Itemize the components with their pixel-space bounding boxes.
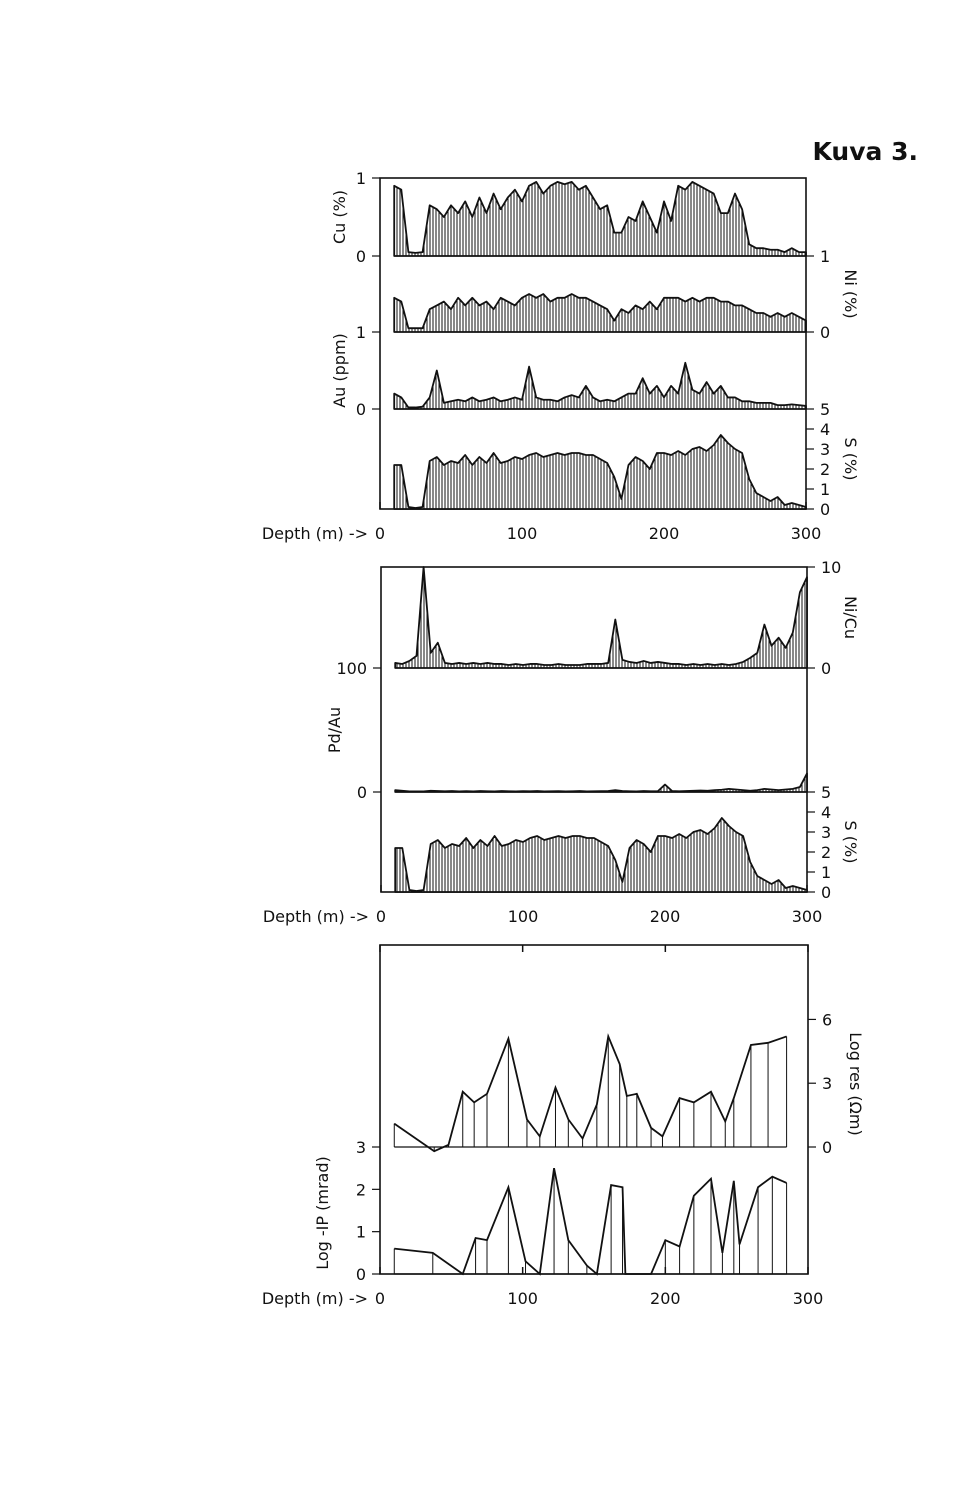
y-tick-label: 5 — [821, 783, 831, 802]
y-tick-label: 1 — [356, 169, 366, 188]
x-tick-label: 200 — [650, 907, 681, 926]
y-tick-label: 0 — [820, 500, 830, 519]
x-axis-label: Depth (m) -> — [262, 524, 368, 543]
y-tick-label: 4 — [820, 420, 830, 439]
x-tick-label: 300 — [793, 1289, 824, 1308]
profile-line — [394, 1167, 787, 1276]
y-tick-label: 6 — [822, 1010, 832, 1029]
y-axis-label: Au (ppm) — [330, 333, 349, 408]
y-axis-label: Log -IP (mrad) — [313, 1156, 332, 1270]
y-tick-label: 3 — [822, 1074, 832, 1093]
y-tick-label: 10 — [821, 558, 841, 577]
y-tick-label: 0 — [356, 400, 366, 419]
profile-line — [393, 1033, 787, 1153]
y-tick-label: 0 — [356, 1265, 366, 1284]
y-tick-label: 2 — [821, 843, 831, 862]
x-tick-label: 100 — [507, 524, 538, 543]
y-tick-label: 1 — [821, 863, 831, 882]
area — [393, 361, 807, 410]
y-tick-label: 2 — [356, 1180, 366, 1199]
y-axis-label: Cu (%) — [330, 190, 349, 244]
y-tick-label: 1 — [356, 323, 366, 342]
y-axis-label: S (%) — [841, 438, 860, 481]
area — [393, 181, 807, 257]
x-tick-label: 100 — [508, 907, 539, 926]
y-tick-label: 0 — [357, 783, 367, 802]
area — [393, 434, 807, 510]
x-tick-label: 300 — [791, 524, 822, 543]
y-axis-label: Log res (Ωm) — [846, 1032, 865, 1135]
y-tick-label: 3 — [820, 440, 830, 459]
y-tick-label: 0 — [822, 1138, 832, 1157]
x-tick-label: 200 — [650, 1289, 681, 1308]
x-tick-label: 0 — [375, 524, 385, 543]
y-tick-label: 1 — [820, 247, 830, 266]
y-tick-label: 0 — [820, 323, 830, 342]
area — [394, 772, 808, 793]
area — [394, 817, 808, 893]
x-axis-label: Depth (m) -> — [262, 1289, 368, 1308]
y-axis-label: Pd/Au — [325, 707, 344, 753]
y-tick-label: 1 — [356, 1223, 366, 1242]
x-tick-label: 200 — [649, 524, 680, 543]
y-tick-label: 5 — [820, 400, 830, 419]
y-tick-label: 0 — [356, 247, 366, 266]
y-tick-label: 0 — [821, 659, 831, 678]
y-tick-label: 3 — [356, 1138, 366, 1157]
x-tick-label: 0 — [376, 907, 386, 926]
y-tick-label: 100 — [336, 659, 367, 678]
area — [393, 293, 807, 333]
y-axis-label: Ni (%) — [841, 269, 860, 318]
x-axis-label: Depth (m) -> — [263, 907, 369, 926]
x-tick-label: 0 — [375, 1289, 385, 1308]
y-tick-label: 4 — [821, 803, 831, 822]
y-tick-label: 0 — [821, 883, 831, 902]
figure-title: Kuva 3. — [813, 137, 919, 166]
y-axis-label: Ni/Cu — [841, 596, 860, 639]
area — [394, 566, 808, 669]
x-tick-label: 300 — [792, 907, 823, 926]
y-axis-label: S (%) — [841, 821, 860, 864]
y-tick-label: 2 — [820, 460, 830, 479]
x-tick-label: 100 — [507, 1289, 538, 1308]
y-tick-label: 3 — [821, 823, 831, 842]
y-tick-label: 1 — [820, 480, 830, 499]
